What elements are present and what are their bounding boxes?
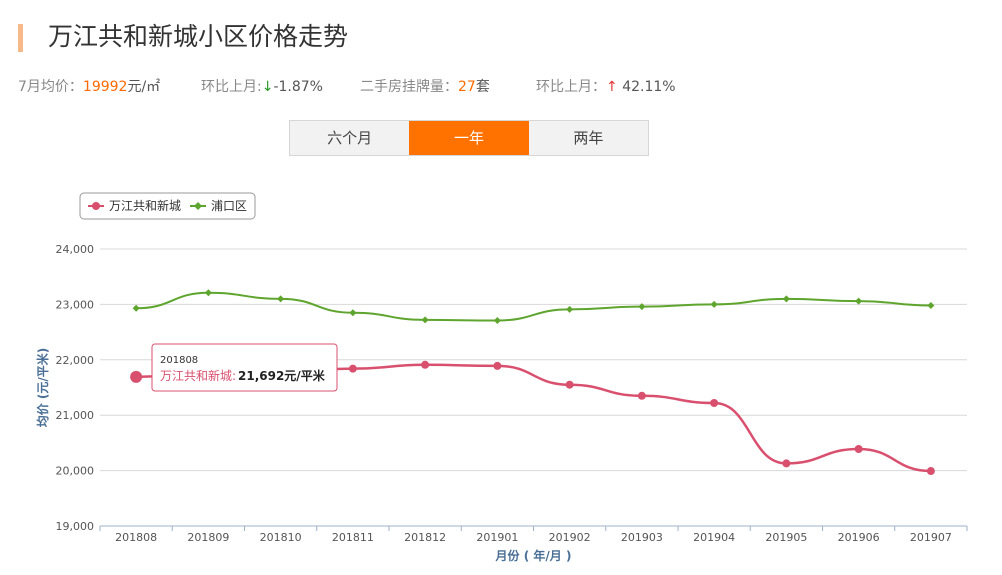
data-point[interactable]: [638, 303, 646, 311]
y-tick-label: 22,000: [56, 354, 95, 367]
tooltip-series-name: 万江共和新城:: [160, 368, 236, 383]
listing-count-unit: 套: [475, 79, 490, 95]
y-tick-label: 23,000: [56, 298, 95, 311]
x-axis-title: 月份 ( 年/月 ): [495, 548, 572, 563]
data-point[interactable]: [277, 295, 285, 303]
up-arrow-icon: ↑: [606, 79, 618, 95]
x-tick-label: 201903: [621, 531, 663, 544]
avg-price-value: 19992: [82, 79, 128, 95]
data-point[interactable]: [276, 367, 285, 376]
chart-legend: [79, 192, 256, 220]
data-point[interactable]: [782, 295, 790, 303]
x-tick-label: 201811: [332, 531, 374, 544]
legend-item-0[interactable]: 万江共和新城: [109, 198, 181, 213]
x-tick-label: 201812: [404, 531, 446, 544]
x-tick-label: 201810: [260, 531, 302, 544]
period-tabs: 六个月 一年 两年: [289, 120, 649, 156]
data-point[interactable]: [421, 316, 429, 324]
y-tick-label: 19,000: [56, 520, 95, 533]
price-mom-stat: 环比上月:↓-1.87%: [201, 76, 323, 96]
data-point[interactable]: [637, 391, 646, 400]
y-axis-title: 均价 (元/平米): [35, 348, 50, 428]
legend-item-1[interactable]: 浦口区: [211, 199, 247, 213]
avg-price-unit: 元/㎡: [127, 79, 161, 95]
x-tick-label: 201902: [549, 531, 591, 544]
data-point[interactable]: [566, 305, 574, 313]
x-tick-label: 201904: [693, 531, 735, 544]
data-point[interactable]: [855, 297, 863, 305]
y-tick-label: 21,000: [56, 409, 95, 422]
x-tick-label: 201901: [476, 531, 518, 544]
tab-one-year[interactable]: 一年: [409, 121, 529, 155]
tooltip-value: 21,692元/平米: [238, 368, 326, 383]
data-point[interactable]: [132, 304, 140, 312]
tab-six-months[interactable]: 六个月: [327, 129, 373, 147]
listing-mom-stat: 环比上月：↑ 42.11%: [536, 76, 676, 96]
data-point[interactable]: [493, 361, 502, 370]
tab-two-years[interactable]: 两年: [573, 129, 604, 147]
data-point[interactable]: [493, 316, 501, 324]
price-mom-label: 环比上月:: [201, 79, 262, 95]
data-point[interactable]: [348, 364, 357, 373]
listing-count-value: 27: [458, 79, 476, 95]
data-point[interactable]: [349, 309, 357, 317]
x-tick-label: 201907: [910, 531, 952, 544]
avg-price-label: 7月均价：: [18, 79, 83, 95]
data-point[interactable]: [710, 300, 718, 308]
data-point[interactable]: [565, 380, 574, 389]
data-point[interactable]: [782, 459, 791, 468]
data-point[interactable]: [421, 360, 430, 369]
avg-price-stat: 7月均价：19992元/㎡: [18, 76, 160, 96]
x-tick-label: 201906: [838, 531, 880, 544]
title-accent-bar: [18, 24, 23, 52]
listing-mom-value: 42.11%: [622, 79, 676, 95]
page-title: 万江共和新城小区价格走势: [48, 22, 349, 51]
listing-count-label: 二手房挂牌量：: [360, 79, 458, 95]
x-tick-label: 201905: [765, 531, 807, 544]
data-point[interactable]: [926, 467, 935, 476]
y-tick-label: 20,000: [56, 465, 95, 478]
tooltip-box: [151, 343, 338, 392]
y-tick-label: 24,000: [56, 243, 95, 256]
data-point[interactable]: [854, 444, 863, 453]
listing-mom-label: 环比上月：: [536, 79, 606, 95]
data-point[interactable]: [204, 289, 212, 297]
price-mom-value: -1.87%: [273, 79, 323, 95]
listing-count-stat: 二手房挂牌量：27套: [360, 76, 490, 96]
down-arrow-icon: ↓: [261, 79, 274, 95]
series-line: [136, 291, 931, 322]
data-point[interactable]: [927, 302, 935, 310]
data-point[interactable]: [130, 370, 143, 383]
series-line: [136, 363, 931, 473]
legend-marker: [92, 202, 100, 210]
legend-marker: [194, 202, 202, 210]
x-tick-label: 201808: [115, 531, 157, 544]
data-point[interactable]: [204, 369, 213, 378]
x-tick-label: 201809: [187, 531, 229, 544]
tooltip-period: 201808: [160, 355, 198, 366]
data-point[interactable]: [710, 399, 719, 408]
